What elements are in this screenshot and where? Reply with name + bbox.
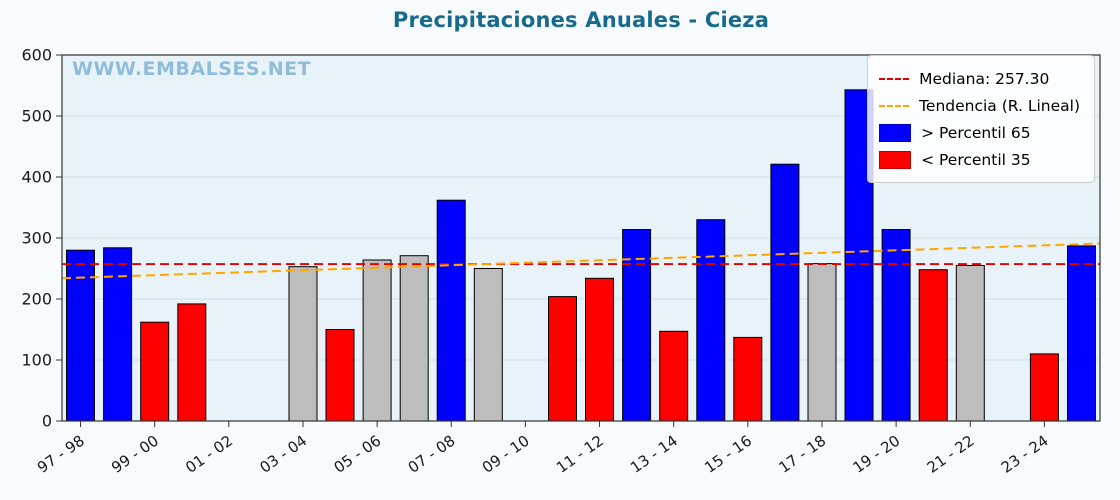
legend-item-median: Mediana: 257.30 (879, 65, 1080, 92)
x-tick-label: 21 - 22 (924, 432, 978, 477)
legend-label-above: > Percentil 65 (921, 123, 1031, 142)
bar (622, 229, 652, 422)
chart-title: Precipitaciones Anuales - Cieza (392, 8, 770, 32)
x-tick-label: 01 - 02 (182, 432, 236, 477)
x-tick-label: 19 - 20 (850, 432, 904, 477)
bar (325, 329, 355, 422)
x-tick-label: 23 - 24 (998, 432, 1052, 477)
bar (696, 219, 726, 422)
bar (140, 321, 170, 422)
x-tick-label: 13 - 14 (627, 432, 681, 477)
bar (881, 229, 911, 422)
x-tick-label: 97 - 98 (34, 432, 88, 477)
y-tick-label: 500 (21, 107, 52, 126)
x-tick-label: 03 - 04 (256, 432, 310, 477)
trend-line (61, 242, 1101, 280)
bar (177, 303, 207, 422)
bar (1029, 353, 1059, 422)
bar (548, 296, 577, 422)
y-tick-label: 400 (21, 168, 52, 187)
x-tick-label: 11 - 12 (553, 432, 607, 477)
plot-border (61, 54, 1101, 422)
y-tick-label: 600 (21, 46, 52, 65)
bar (585, 277, 614, 422)
legend-label-below: < Percentil 35 (921, 150, 1031, 169)
bar (659, 330, 689, 422)
bar (362, 259, 392, 422)
bar (770, 163, 800, 422)
legend: Mediana: 257.30 Tendencia (R. Lineal) > … (867, 55, 1095, 183)
x-tick-label: 07 - 08 (405, 432, 459, 477)
bar (399, 255, 429, 422)
below-percentile-swatch (879, 150, 912, 169)
legend-item-trend: Tendencia (R. Lineal) (879, 92, 1080, 119)
above-percentile-swatch (879, 123, 912, 142)
x-tick-label: 09 - 10 (479, 432, 533, 477)
y-tick-label: 300 (21, 229, 52, 248)
bar (807, 263, 837, 422)
median-line-swatch (879, 77, 910, 80)
bar (103, 247, 133, 422)
bar (288, 266, 318, 422)
watermark: WWW.EMBALSES.NET (72, 58, 312, 80)
legend-item-above-percentile: > Percentil 65 (879, 119, 1080, 146)
bar (955, 265, 985, 422)
x-tick-label: 05 - 06 (331, 432, 385, 477)
bar (66, 249, 95, 422)
legend-label-trend: Tendencia (R. Lineal) (919, 96, 1080, 115)
bar (733, 336, 763, 422)
legend-item-below-percentile: < Percentil 35 (879, 146, 1080, 173)
x-tick-label: 15 - 16 (701, 432, 755, 477)
y-tick-label: 100 (21, 351, 52, 370)
y-tick-label: 200 (21, 290, 52, 309)
bar (918, 269, 948, 422)
x-tick-label: 99 - 00 (108, 432, 162, 477)
legend-label-median: Mediana: 257.30 (919, 69, 1050, 88)
bar (1067, 245, 1096, 422)
x-tick-label: 17 - 18 (775, 432, 829, 477)
y-tick-label: 0 (42, 412, 52, 431)
bar (473, 268, 503, 422)
bar (436, 199, 466, 422)
trend-line-swatch (879, 104, 910, 107)
